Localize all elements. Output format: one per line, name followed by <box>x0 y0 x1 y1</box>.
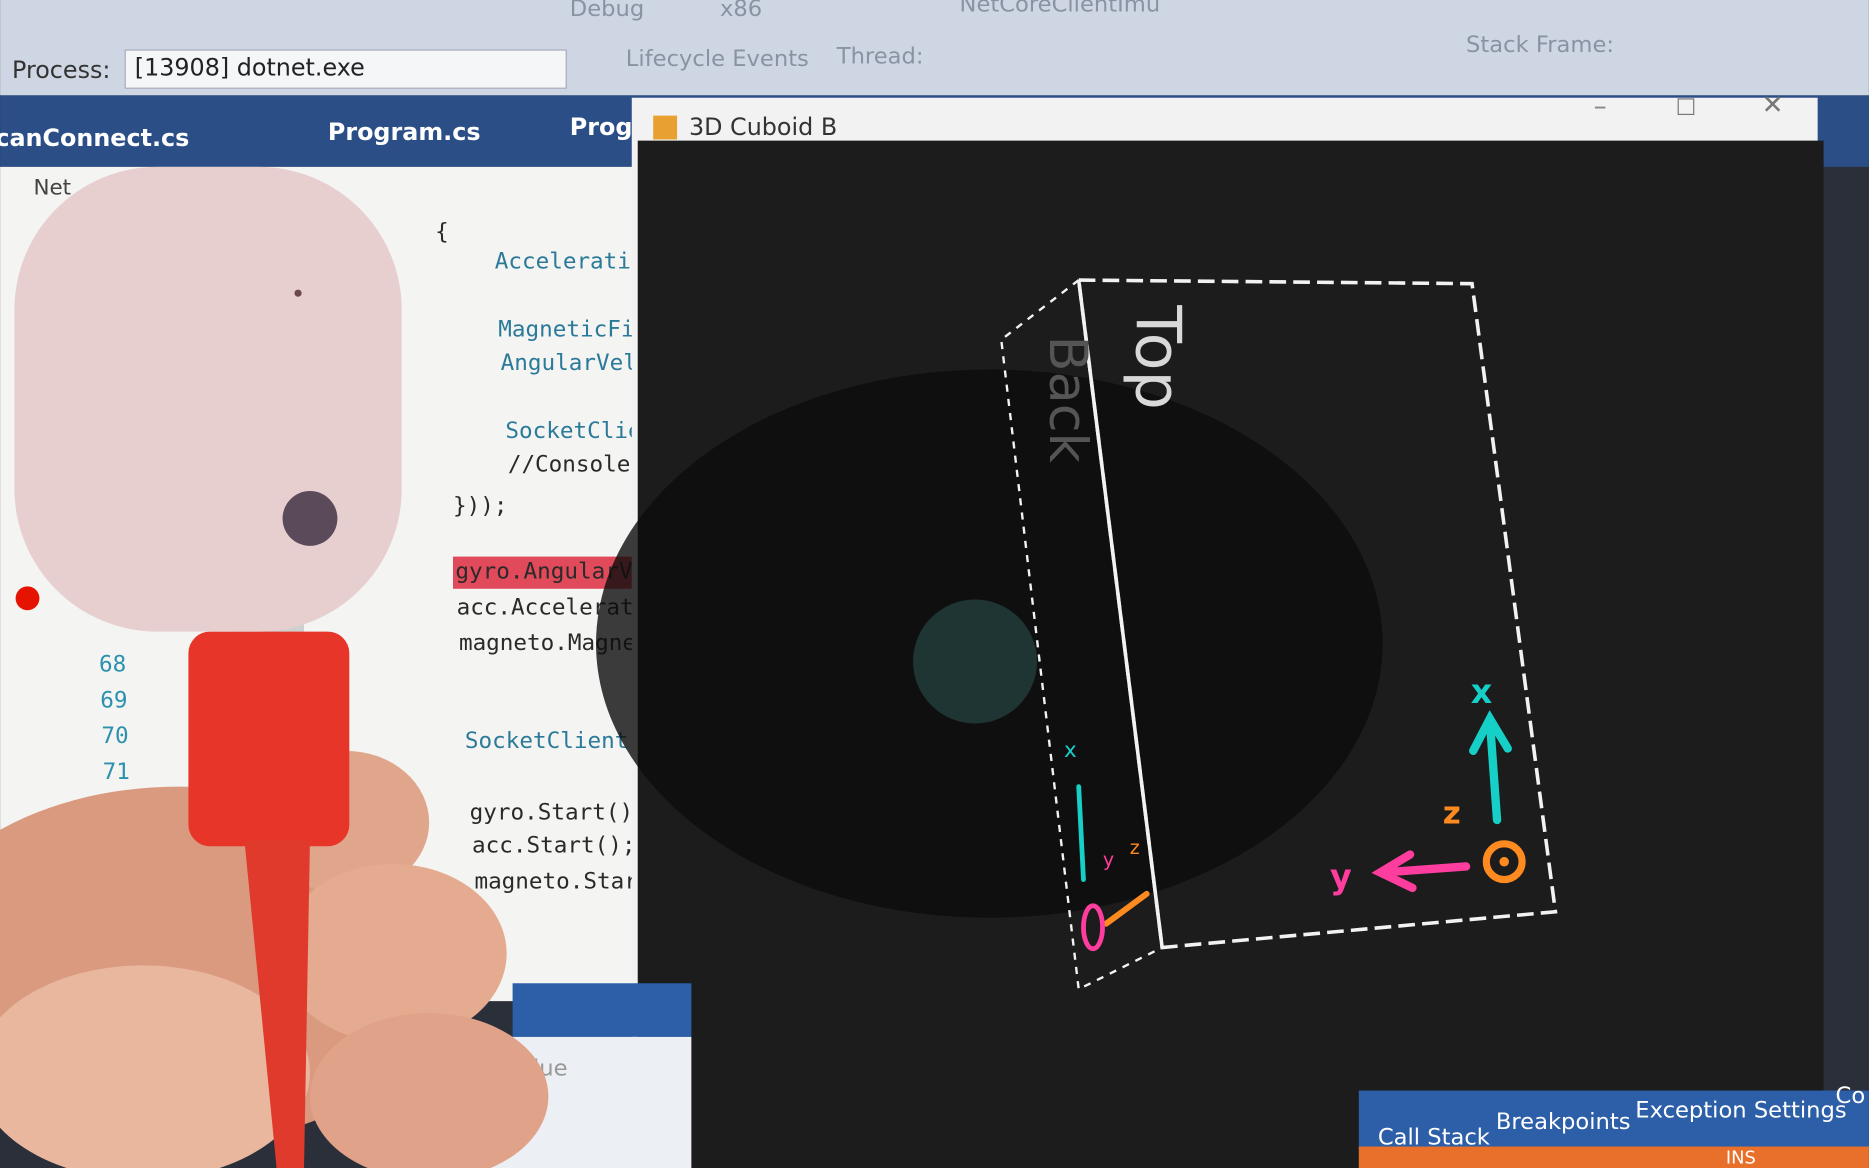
thumb <box>0 965 310 1168</box>
code-line: acc.Start(); <box>472 833 635 859</box>
face-label: Back <box>1037 336 1098 464</box>
axis-label: y <box>1330 857 1352 896</box>
status-bar <box>1358 1146 1869 1168</box>
code-line: SocketClie <box>505 418 641 444</box>
code-line: })); <box>453 493 508 519</box>
close-button[interactable]: ✕ <box>1762 91 1784 121</box>
finger <box>280 864 507 1043</box>
axis-label: z <box>1130 837 1140 859</box>
face-label: Top <box>1122 304 1195 410</box>
cuboid-back <box>999 279 1163 992</box>
code-line: MagneticFi <box>498 317 634 343</box>
z-axis <box>1499 856 1509 867</box>
stack-frame-label: Stack Frame: <box>1466 32 1614 58</box>
x-arrow <box>1469 710 1512 756</box>
tool-tabs <box>1358 1090 1869 1151</box>
hand <box>0 750 549 1168</box>
window-icon <box>653 115 678 140</box>
usb-connector <box>188 631 350 847</box>
device-button <box>282 491 338 546</box>
minimize-button[interactable]: – <box>1594 92 1607 122</box>
config-combo[interactable]: Debug <box>570 0 644 22</box>
status-ins: INS <box>1726 1147 1756 1168</box>
project-combo[interactable]: NetCoreClientImu <box>960 0 1161 17</box>
finger <box>310 1013 549 1168</box>
process-value: [13908] dotnet.exe <box>135 54 365 82</box>
maximize-button[interactable] <box>1677 98 1695 116</box>
reflection <box>913 599 1037 724</box>
tab[interactable]: Program.cs <box>328 118 481 146</box>
line-number: 68 <box>99 652 126 678</box>
lifecycle-events[interactable]: Lifecycle Events <box>626 46 809 72</box>
x-arrow <box>1076 784 1086 882</box>
z-axis <box>1482 840 1526 884</box>
axis-label: x <box>1064 738 1077 763</box>
thread-label: Thread: <box>836 44 924 70</box>
window-title: 3D Cuboid B <box>689 113 837 141</box>
code-line: AngularVel <box>501 350 637 376</box>
cuboid-edge <box>1076 279 1164 948</box>
solution-item: Net <box>33 175 71 200</box>
code-line: gyro.Start(); <box>470 799 647 825</box>
process-label: Process: <box>12 56 110 84</box>
line-number: 70 <box>101 723 128 749</box>
axis-label: y <box>1103 849 1114 871</box>
axes <box>1076 710 1526 952</box>
code-line: Accelerati <box>495 249 631 275</box>
tool-tab[interactable]: Breakpoints <box>1496 1109 1631 1135</box>
axis-label: z <box>1443 796 1461 832</box>
cuboid <box>999 278 1558 992</box>
breakpoint[interactable] <box>15 586 40 611</box>
z-arrow <box>1103 890 1150 927</box>
line-number: 69 <box>100 687 127 713</box>
code-line: //Console. <box>508 451 644 477</box>
y-arrow <box>1371 850 1417 893</box>
tool-tab[interactable]: Co <box>1836 1083 1866 1109</box>
x-arrow <box>1485 716 1502 825</box>
sensor-device <box>14 166 402 632</box>
cable <box>244 840 310 1168</box>
line-number: 71 <box>103 759 130 785</box>
tool-tab[interactable]: Exception Settings <box>1635 1097 1846 1123</box>
device-led <box>294 289 302 297</box>
process-combo[interactable] <box>124 49 567 89</box>
tool-tab[interactable]: Call Stack <box>1378 1125 1491 1151</box>
code-line: { <box>435 219 449 245</box>
platform-combo[interactable]: x86 <box>720 0 762 22</box>
panel-header <box>512 983 692 1037</box>
y-axis <box>1081 903 1105 952</box>
tab[interactable]: canConnect.cs <box>0 124 189 152</box>
y-arrow <box>1378 862 1471 877</box>
axis-label: x <box>1471 672 1493 711</box>
